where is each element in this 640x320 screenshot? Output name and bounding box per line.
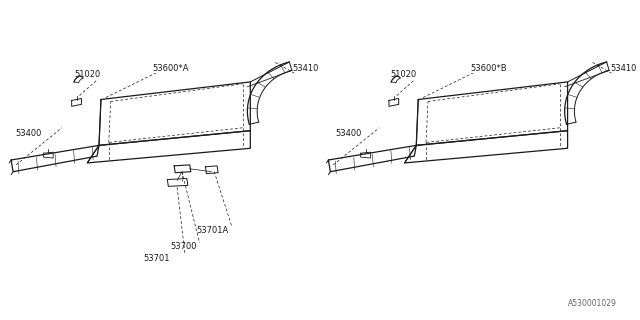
Text: 53400: 53400 [15,129,42,138]
Text: 53410: 53410 [292,64,319,73]
Text: A530001029: A530001029 [568,300,616,308]
Text: 53600*B: 53600*B [470,64,507,73]
Text: 51020: 51020 [75,70,101,79]
Text: 53701A: 53701A [196,226,229,235]
Text: 53410: 53410 [611,64,637,73]
Text: 51020: 51020 [390,70,416,79]
Text: 53600*A: 53600*A [153,64,189,73]
Text: 53700: 53700 [170,242,196,251]
Text: 53701: 53701 [143,253,170,262]
Text: 53400: 53400 [335,129,362,138]
